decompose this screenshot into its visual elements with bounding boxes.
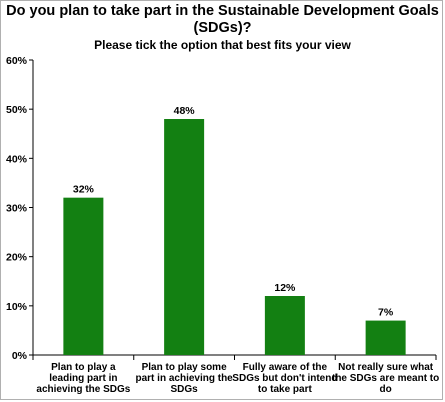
y-tick-label: 50%	[6, 104, 28, 116]
y-tick-label: 40%	[6, 153, 28, 165]
x-category-label: Not really sure what the SDGs are meant t…	[332, 362, 439, 395]
y-tick-label: 10%	[6, 301, 28, 313]
bar	[164, 119, 205, 355]
data-label: 32%	[73, 184, 95, 196]
x-category-label: Plan to play a leading part in achieving t…	[36, 362, 130, 395]
bar	[365, 320, 406, 355]
chart-subtitle: Please tick the option that best fits yo…	[94, 38, 351, 52]
x-category-label: Plan to play some part in achieving the SD…	[136, 362, 234, 395]
y-tick-label: 0%	[12, 350, 28, 362]
bar	[264, 296, 305, 355]
bar	[63, 197, 104, 355]
y-tick-label: 60%	[6, 55, 28, 67]
x-category-label: Fully aware of the SDGs but don't intend t…	[232, 362, 337, 395]
data-label: 7%	[378, 307, 394, 319]
y-tick-label: 20%	[6, 252, 28, 264]
data-label: 12%	[274, 282, 296, 294]
data-label: 48%	[174, 105, 196, 117]
chart-title: Do you plan to take part in the Sustaina…	[6, 3, 439, 36]
y-tick-label: 30%	[6, 203, 28, 215]
